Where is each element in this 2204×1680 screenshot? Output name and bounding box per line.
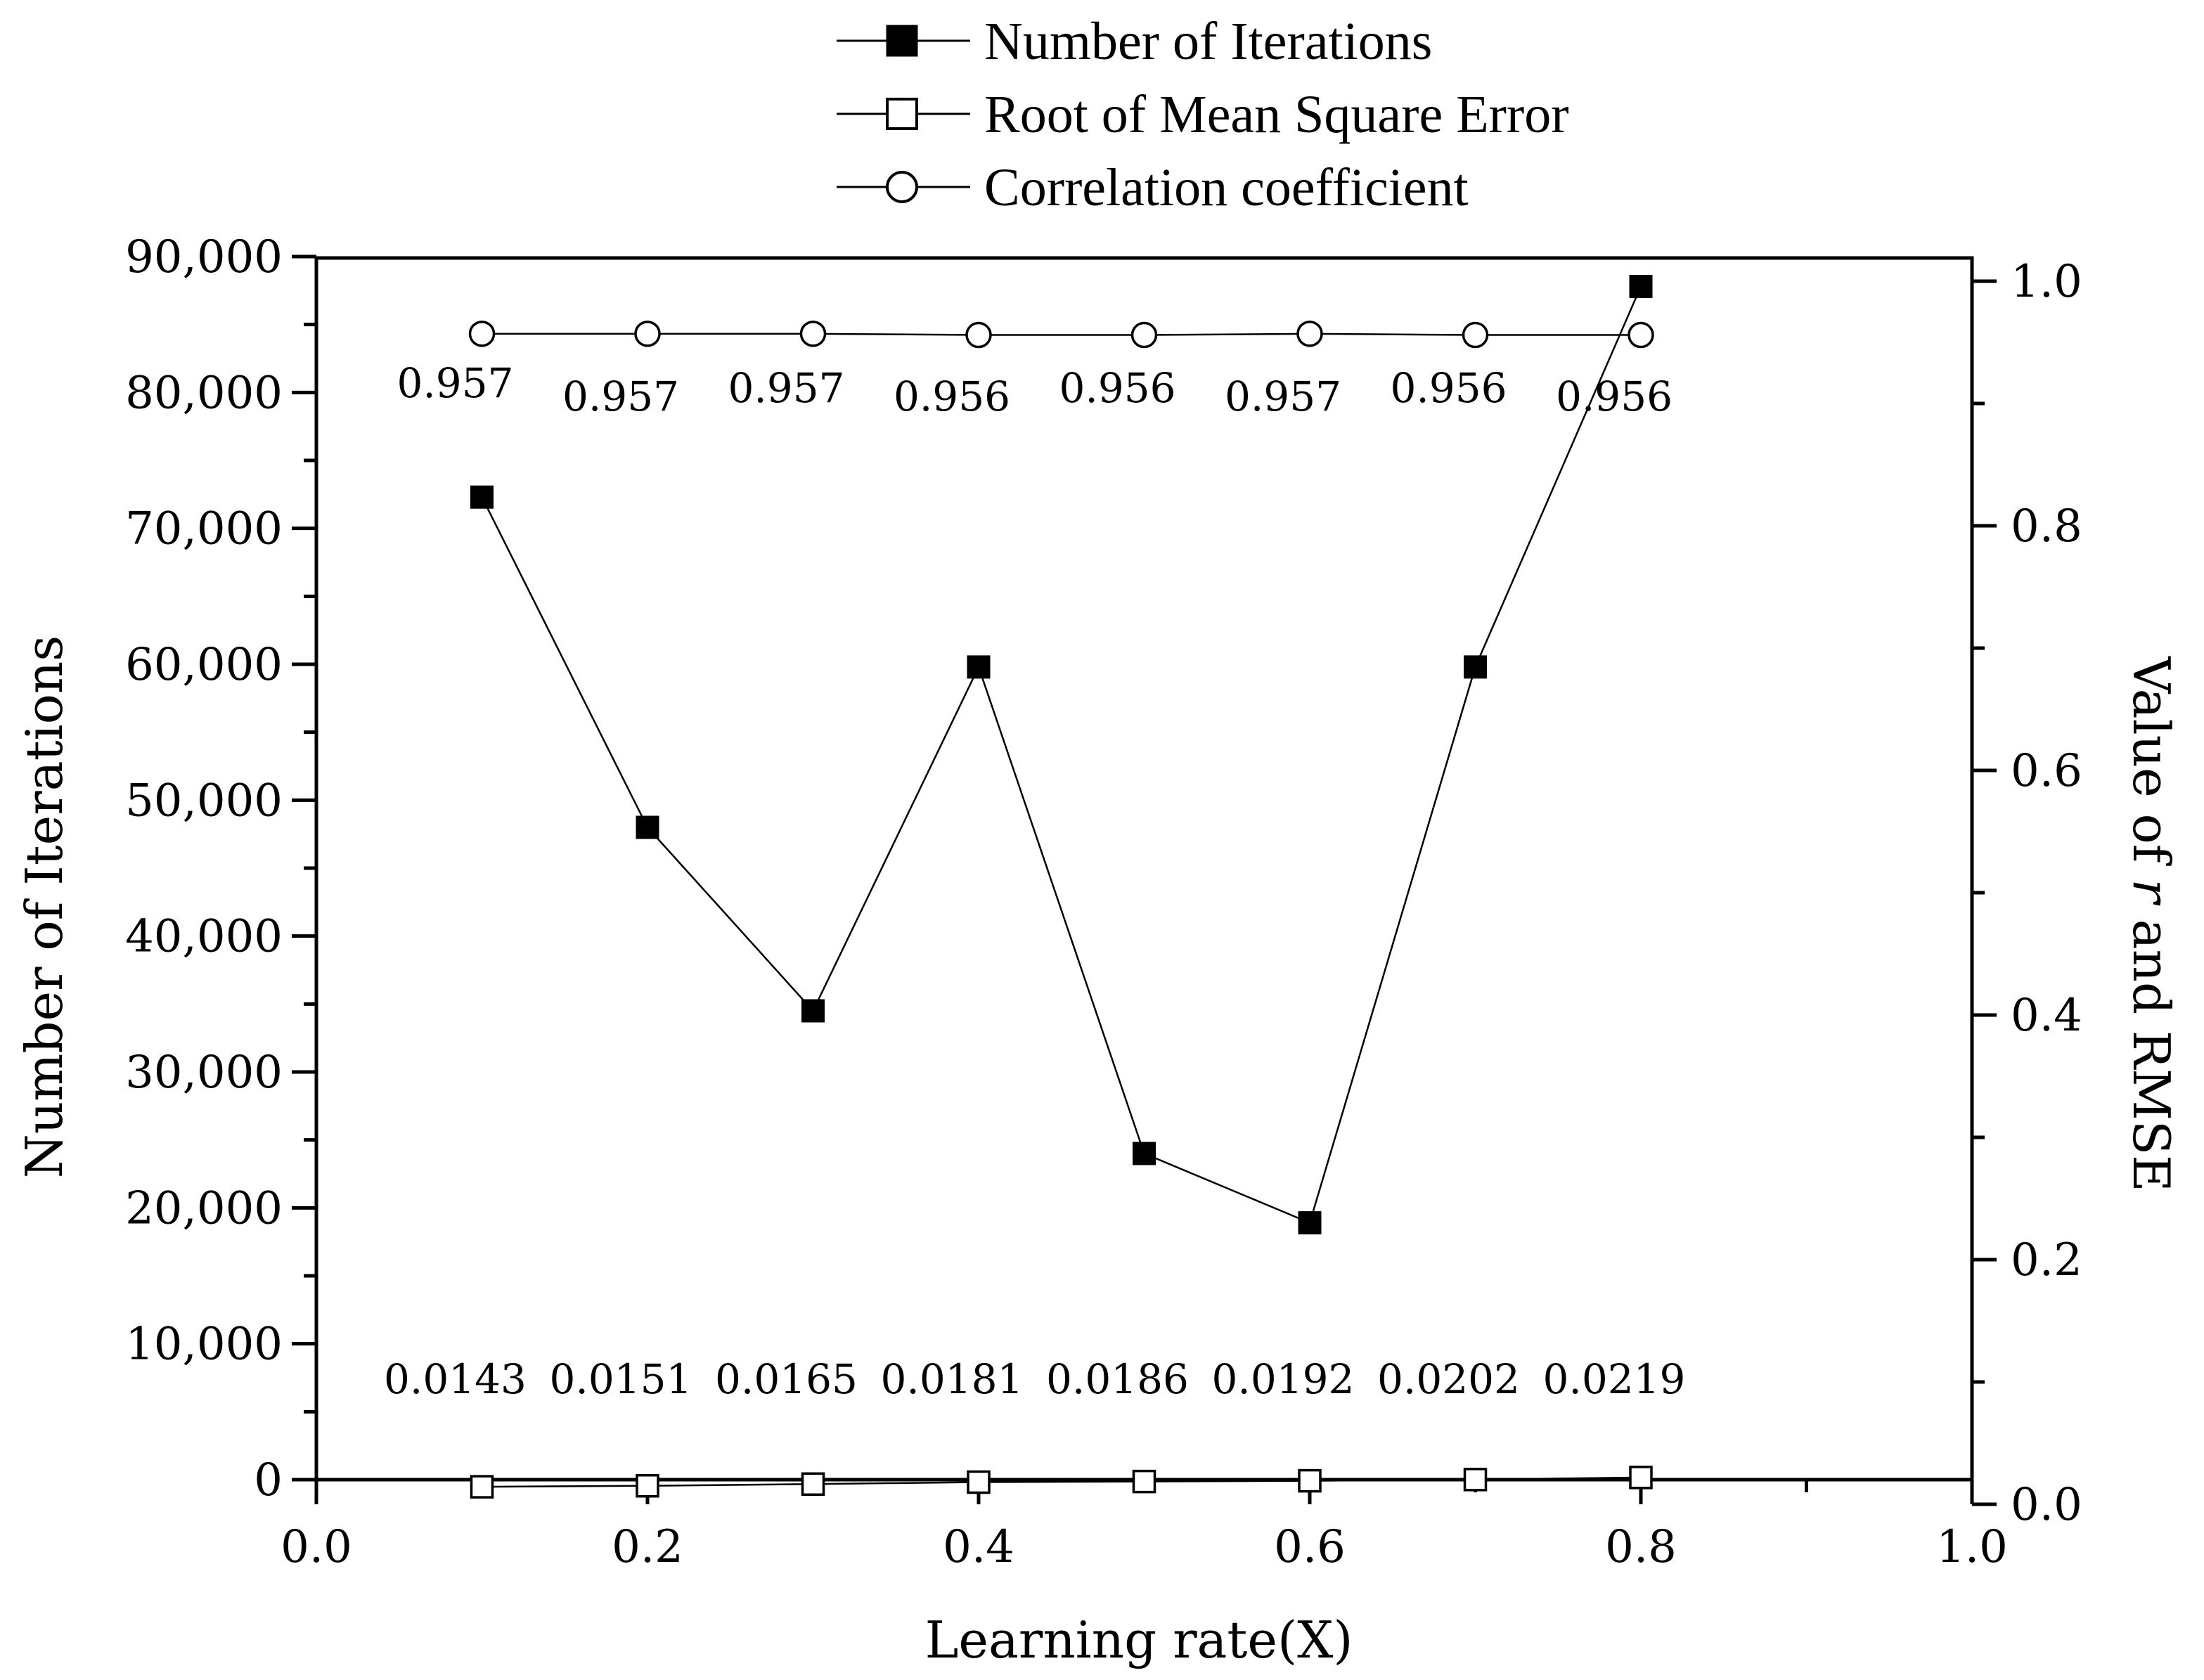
correlation-point <box>1462 321 1489 349</box>
rmse-point <box>470 1475 494 1499</box>
rmse-point <box>636 1473 659 1498</box>
y-axis-title-right-var: r <box>2122 879 2181 905</box>
y-axis-title-right: Value of r and RMSE <box>2122 656 2181 1192</box>
x-axis-title: Learning rate(X) <box>925 1610 1353 1669</box>
iterations-point <box>967 655 991 679</box>
y-right-tick-label: 0.2 <box>2011 1234 2082 1286</box>
filled-square-icon <box>886 25 918 57</box>
y-right-tick-label: 0.0 <box>2011 1479 2082 1531</box>
correlation-point <box>634 321 661 347</box>
rmse-point <box>1463 1468 1488 1492</box>
rmse-data-label: 0.0181 <box>881 1355 1024 1403</box>
series-line-2 <box>482 332 1641 336</box>
x-tick-label: 0.6 <box>1274 1521 1346 1573</box>
correlation-point <box>1296 321 1323 347</box>
rmse-data-label: 0.0186 <box>1046 1355 1189 1403</box>
left-axis-ticks: 0 10,000 20,000 30,000 40,000 50,000 60,000 70,… <box>125 231 316 1506</box>
open-circle-icon <box>886 171 918 203</box>
iterations-point <box>636 815 659 839</box>
correlation-data-label: 0.957 <box>562 373 679 420</box>
series-layer <box>468 275 1654 1499</box>
series-line-0 <box>481 286 1642 1225</box>
correlation-data-label: 0.957 <box>728 364 844 412</box>
correlation-point <box>1130 321 1158 349</box>
y-right-tick-label: 0.6 <box>2011 745 2082 797</box>
rmse-point <box>967 1470 991 1494</box>
y-left-tick-label: 90,000 <box>125 231 283 283</box>
iterations-point <box>1298 1211 1322 1235</box>
iterations-point <box>1629 275 1653 299</box>
rmse-data-label: 0.0202 <box>1377 1355 1520 1403</box>
correlation-point <box>468 321 496 347</box>
y-right-tick-label: 1.0 <box>2011 256 2082 308</box>
rmse-point <box>801 1472 825 1497</box>
legend-label-rmse: Root of Mean Square Error <box>984 85 1569 144</box>
x-tick-label: 1.0 <box>1936 1521 2008 1573</box>
x-tick-label: 0.2 <box>612 1521 683 1573</box>
y-left-tick-label: 60,000 <box>125 639 283 691</box>
correlation-data-label: 0.956 <box>894 373 1010 420</box>
correlation-point <box>965 321 992 349</box>
x-tick-label: 0.8 <box>1605 1521 1677 1573</box>
correlation-data-label: 0.956 <box>1059 364 1175 412</box>
y-left-tick-label: 70,000 <box>125 503 283 555</box>
y-right-tick-label: 0.4 <box>2011 990 2082 1042</box>
y-left-tick-label: 0 <box>254 1454 283 1506</box>
correlation-point <box>1628 321 1654 349</box>
y-left-tick-label: 50,000 <box>125 775 283 827</box>
right-axis-ticks: 0.0 0.2 0.4 0.6 0.8 1.0 <box>1972 256 2082 1531</box>
rmse-data-label: 0.0165 <box>715 1355 858 1403</box>
correlation-data-label: 0.956 <box>1556 373 1673 420</box>
correlation-data-label: 0.957 <box>397 359 513 407</box>
y-left-tick-label: 80,000 <box>125 367 283 419</box>
plot-frame <box>314 256 1974 1482</box>
y-axis-title-left: Number of Iterations <box>15 635 74 1179</box>
rmse-data-label: 0.0143 <box>384 1355 527 1403</box>
x-tick-label: 0.0 <box>281 1521 352 1573</box>
rmse-data-label: 0.0219 <box>1543 1355 1686 1403</box>
legend-label-correlation: Correlation coefficient <box>984 158 1469 217</box>
y-left-tick-label: 10,000 <box>125 1319 283 1371</box>
open-square-icon <box>886 98 918 130</box>
bottom-axis-ticks: 0.0 0.2 0.4 0.6 0.8 1.0 <box>281 1480 2008 1573</box>
data-labels-layer: 0.0143 0.0151 0.0165 0.0181 0.0186 0.0192 0.02… <box>384 359 1685 1403</box>
y-left-tick-label: 20,000 <box>125 1182 283 1234</box>
correlation-data-label: 0.957 <box>1225 373 1341 420</box>
x-tick-label: 0.4 <box>943 1521 1014 1573</box>
correlation-data-label: 0.956 <box>1390 364 1507 412</box>
legend-label-iterations: Number of Iterations <box>984 12 1432 71</box>
legend: Number of Iterations Root of Mean Square… <box>837 12 1569 217</box>
y-left-tick-label: 30,000 <box>125 1047 283 1099</box>
rmse-data-label: 0.0192 <box>1212 1355 1355 1403</box>
legend-item-rmse: Root of Mean Square Error <box>837 85 1569 144</box>
rmse-point <box>1629 1466 1653 1490</box>
iterations-point <box>1133 1142 1156 1165</box>
series-line-1 <box>482 1476 1642 1488</box>
rmse-point <box>1298 1468 1322 1493</box>
iterations-point <box>470 485 494 509</box>
rmse-point <box>1132 1469 1156 1494</box>
legend-item-iterations: Number of Iterations <box>837 12 1432 71</box>
iterations-point <box>1464 655 1487 679</box>
y-left-tick-label: 40,000 <box>125 911 283 963</box>
rmse-data-label: 0.0151 <box>550 1355 692 1403</box>
y-right-tick-label: 0.8 <box>2011 500 2082 553</box>
y-axis-title-right-prefix: Value of <box>2122 656 2181 879</box>
iterations-point <box>801 999 825 1023</box>
correlation-point <box>799 321 827 347</box>
legend-item-correlation: Correlation coefficient <box>837 158 1469 217</box>
y-axis-title-right-suffix: and RMSE <box>2122 903 2181 1192</box>
